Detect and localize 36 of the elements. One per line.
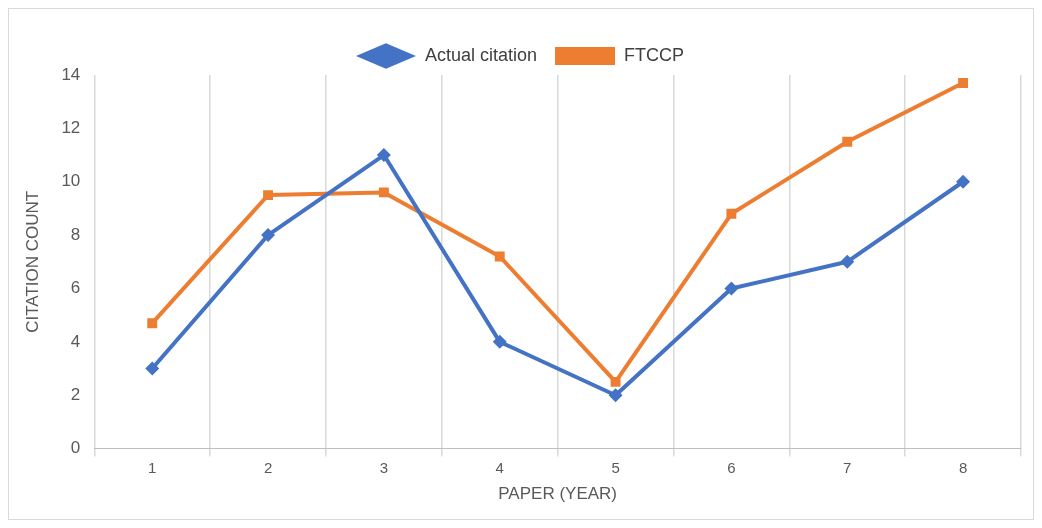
y-tick-label: 10 <box>61 171 81 191</box>
point <box>840 254 855 269</box>
legend-label: Actual citation <box>424 44 538 65</box>
point <box>726 208 737 219</box>
point <box>724 281 739 296</box>
x-tick-label: 7 <box>843 458 852 476</box>
x-tick-label: 3 <box>379 458 389 476</box>
point <box>610 376 621 387</box>
point <box>958 78 969 88</box>
y-tick-label: 6 <box>70 278 81 298</box>
x-axis-title: PAPER (YEAR) <box>498 484 618 504</box>
y-tick-label: 4 <box>70 331 81 351</box>
point <box>492 334 507 349</box>
legend-label: FTCCP <box>624 44 685 65</box>
y-tick-label: 2 <box>70 384 81 404</box>
x-tick-label: 2 <box>263 458 273 476</box>
y-tick-label: 8 <box>70 224 81 244</box>
point <box>842 136 853 147</box>
point <box>378 187 389 198</box>
point <box>145 361 160 376</box>
point <box>263 190 274 201</box>
x-tick-label: 4 <box>495 458 504 476</box>
x-tick-label: 6 <box>727 458 736 476</box>
x-tick-label: 5 <box>611 458 620 476</box>
point <box>956 174 971 189</box>
point <box>147 318 158 329</box>
point <box>608 388 623 403</box>
x-tick-label: 1 <box>148 458 157 476</box>
point <box>376 148 391 163</box>
y-axis-title: CITATION COUNT <box>22 190 42 333</box>
y-tick-label: 0 <box>70 438 81 458</box>
y-tick-label: 12 <box>61 118 81 138</box>
x-tick-label: 8 <box>958 458 968 476</box>
y-tick-label: 14 <box>61 64 81 84</box>
point <box>261 228 276 243</box>
point <box>494 251 505 262</box>
